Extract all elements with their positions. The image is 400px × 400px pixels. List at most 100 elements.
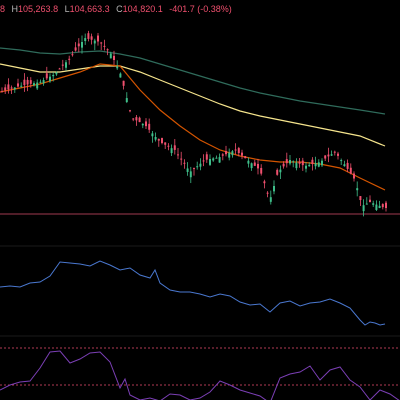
candle-body [228,152,231,158]
candle-body [189,171,192,178]
candle-body [333,151,336,153]
candle-body [343,164,346,167]
open-value-tail: 8 [0,4,6,14]
candle-body [90,36,93,40]
candle-body [122,80,125,86]
candle-body [205,154,208,160]
candle-body [273,186,275,192]
candle-body [295,162,298,169]
candle-body [154,137,157,140]
candle-body [4,87,7,91]
candle-body [346,162,349,169]
candle-body [199,163,202,167]
candle-body [266,192,269,194]
candle-body [113,55,115,60]
candle-body [29,80,32,84]
candle-body [167,145,170,147]
candle-body [13,87,16,90]
candle-body [221,154,224,156]
indicator2-line [0,350,400,400]
candle-body [244,156,247,159]
candle-body [58,68,61,70]
candle-body [218,157,221,163]
candle-body [305,165,307,169]
candle-body [247,160,250,164]
candle-body [119,73,122,78]
low-value: 104,663.3 [69,4,110,14]
candle-body [186,168,189,172]
candle-body [71,54,74,56]
candle-body [225,150,227,155]
candle-body [196,166,199,168]
candle-body [109,53,112,59]
candle-body [7,84,10,90]
candle-body [349,167,352,174]
candle-body [33,83,35,86]
candle-body [55,72,58,75]
candle-body [116,66,119,69]
high-value: 105,263.8 [18,4,59,14]
candle-body [372,203,375,205]
candle-body [257,163,259,169]
candle-body [289,160,291,164]
candle-body [135,117,138,121]
candle-body [164,142,167,145]
candle-body [10,87,13,89]
ma-mid-line [0,63,386,191]
candle-body [353,173,355,179]
candle-body [356,188,359,191]
ohlc-legend: 8 H105,263.8 L104,663.3 C104,820.1 -401.… [0,2,232,16]
candle-body [298,161,301,164]
ma-slow-line [0,47,386,115]
candle-body [212,158,215,161]
candle-body [177,154,179,156]
candle-body [260,167,263,174]
candle-body [39,81,42,83]
candle-body [337,153,339,156]
candle-body [26,79,29,85]
candle-body [49,76,51,82]
candle-body [234,149,237,151]
candle-body [378,205,381,209]
candle-body [103,45,106,47]
candle-body [87,33,90,39]
candle-body [42,80,45,84]
candle-body [385,202,387,208]
candle-body [215,157,218,159]
candle-body [308,164,311,167]
candle-body [23,79,26,86]
candle-body [279,169,282,173]
candle-body [93,40,96,44]
low-label: L [64,4,70,14]
candle-body [1,91,3,93]
candle-body [250,163,253,169]
candle-body [209,159,211,165]
candle-body [202,160,205,162]
candle-body [375,204,378,210]
candle-body [132,118,135,120]
high-label: H [11,4,19,14]
candle-body [173,145,176,150]
candle-body [61,64,64,66]
candle-body [151,133,154,137]
candle-body [263,181,266,184]
candle-body [17,83,19,87]
candle-body [317,162,320,167]
candle-body [145,121,147,127]
candle-body [276,169,279,175]
candlestick-series [1,30,387,217]
candle-body [314,163,317,167]
candle-body [125,98,128,103]
candle-body [301,160,304,166]
candle-body [193,168,195,170]
candle-body [369,199,371,202]
candle-body [180,158,183,160]
candle-body [359,196,362,201]
candle-body [45,73,48,79]
candle-body [148,123,151,130]
candle-body [129,110,131,112]
candle-body [68,58,71,60]
candle-body [362,205,365,212]
candle-body [292,161,295,163]
